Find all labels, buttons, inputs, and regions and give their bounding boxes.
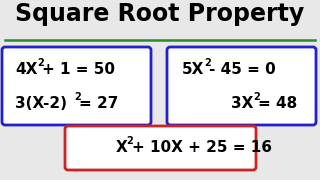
Text: 3X: 3X bbox=[231, 96, 254, 111]
FancyBboxPatch shape bbox=[65, 126, 256, 170]
Text: 2: 2 bbox=[253, 92, 260, 102]
Text: Square Root Property: Square Root Property bbox=[15, 2, 305, 26]
FancyBboxPatch shape bbox=[167, 47, 316, 125]
Text: 4X: 4X bbox=[15, 62, 37, 77]
Text: 3(X-2): 3(X-2) bbox=[15, 96, 67, 111]
Text: 5X: 5X bbox=[182, 62, 204, 77]
Text: = 48: = 48 bbox=[259, 96, 298, 111]
Text: - 45 = 0: - 45 = 0 bbox=[209, 62, 276, 77]
Text: 2: 2 bbox=[126, 136, 133, 146]
Text: 2: 2 bbox=[37, 58, 44, 68]
Text: + 10X + 25 = 16: + 10X + 25 = 16 bbox=[132, 140, 271, 155]
FancyBboxPatch shape bbox=[2, 47, 151, 125]
Text: 2: 2 bbox=[204, 58, 211, 68]
Text: 2: 2 bbox=[74, 92, 81, 102]
Text: + 1 = 50: + 1 = 50 bbox=[42, 62, 115, 77]
Text: = 27: = 27 bbox=[79, 96, 118, 111]
Text: X: X bbox=[116, 140, 127, 155]
